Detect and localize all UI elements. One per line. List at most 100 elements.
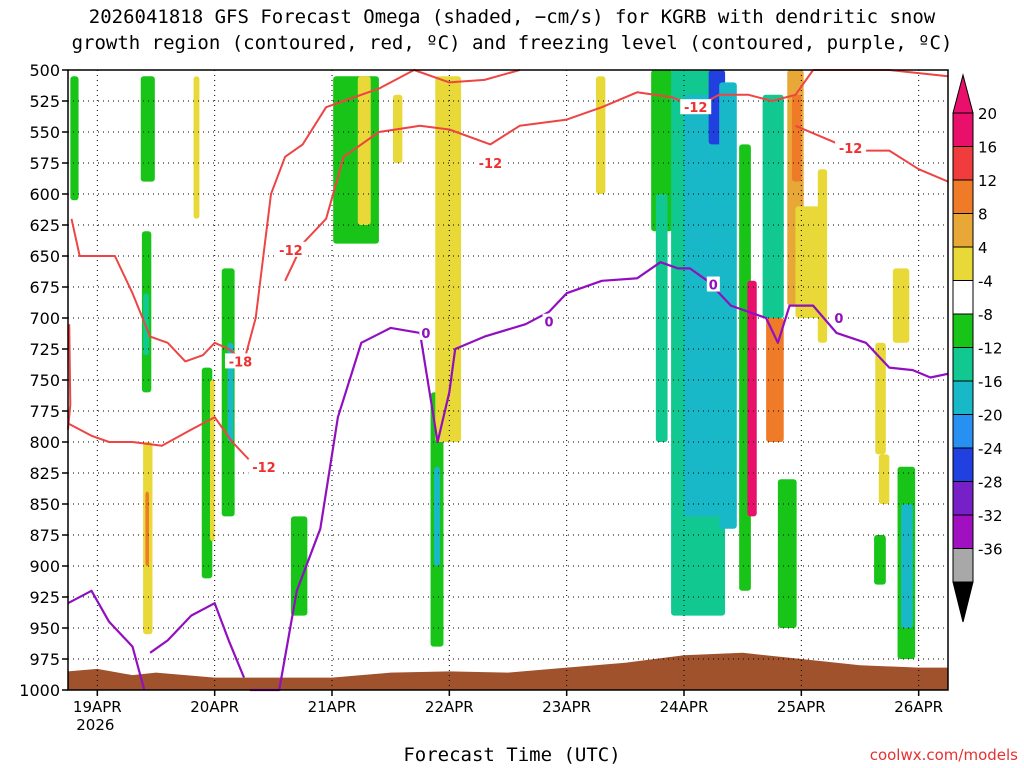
- colorbar-bottom-extend: [952, 581, 974, 623]
- omega-region-10: [209, 380, 215, 542]
- colorbar-label-0: 20: [978, 105, 997, 123]
- ytick-label-650: 650: [29, 247, 60, 266]
- colorbar-label-11: -28: [978, 474, 1003, 492]
- colorbar-label-1: 16: [978, 139, 997, 157]
- colorbar-label-4: 4: [978, 239, 988, 257]
- colorbar-segment-10: [952, 447, 974, 482]
- contour-label-bg-4: [680, 99, 712, 115]
- xtick-label-19APR: 19APR: [73, 698, 122, 716]
- chart-title-line1: 2026041818 GFS Forecast Omega (shaded, −…: [88, 6, 936, 28]
- omega-region-19: [651, 70, 673, 232]
- omega-region-37: [901, 504, 913, 628]
- contour-label-7: 0: [545, 316, 554, 331]
- omega-region-11: [290, 516, 308, 616]
- omega-region-27: [762, 94, 784, 318]
- ytick-label-575: 575: [29, 154, 60, 173]
- colorbar-segment-8: [952, 380, 974, 415]
- contour-label-bg-3: [474, 155, 506, 170]
- contour-label-6: 0: [421, 327, 430, 342]
- omega-region-30: [795, 206, 825, 318]
- colorbar-label-13: -36: [978, 541, 1003, 559]
- omega-region-35: [892, 268, 910, 343]
- omega-region-9: [193, 76, 200, 219]
- omega-region-33: [777, 479, 797, 628]
- contour-label-bg-6: [419, 324, 433, 340]
- dgz-contour-0: [67, 324, 72, 430]
- ytick-label-800: 800: [29, 433, 60, 452]
- ytick-label-775: 775: [29, 402, 60, 421]
- ytick-label-725: 725: [29, 340, 60, 359]
- freezing-level-contour-2: [249, 261, 949, 692]
- omega-region-13: [357, 76, 371, 225]
- omega-region-34: [875, 342, 886, 455]
- freezing-level-contour-1: [149, 602, 246, 679]
- site-credit: coolwx.com/models: [869, 746, 1018, 764]
- colorbar-label-3: 8: [978, 206, 988, 224]
- colorbar-segment-3: [952, 213, 974, 248]
- omega-region-18: [596, 76, 606, 194]
- ytick-label-875: 875: [29, 526, 60, 545]
- contour-label-bg-2: [248, 458, 280, 474]
- contour-label-bg-5: [835, 140, 867, 156]
- ytick-label-950: 950: [29, 619, 60, 638]
- surface-terrain-layer: [68, 652, 948, 690]
- ytick-label-600: 600: [29, 185, 60, 204]
- freezing-level-contour-0: [67, 589, 146, 691]
- ytick-label-850: 850: [29, 495, 60, 514]
- xtick-label-21APR: 21APR: [308, 698, 357, 716]
- xtick-label-22APR: 22APR: [425, 698, 474, 716]
- colorbar-label-6: -8: [978, 306, 993, 324]
- contour-label-bg-0: [275, 241, 307, 257]
- omega-region-5: [145, 491, 149, 566]
- colorbar-segment-9: [952, 414, 974, 449]
- contour-label-8: 0: [709, 279, 718, 294]
- omega-region-31: [817, 169, 828, 343]
- contour-label-bg-7: [542, 313, 556, 329]
- omega-region-39: [878, 454, 890, 504]
- contour-label-4: -12: [684, 101, 708, 116]
- colorbar-segment-13: [952, 548, 974, 583]
- dgz-contour-1: [67, 416, 268, 466]
- x-axis-label: Forecast Time (UTC): [403, 744, 621, 766]
- ytick-label-925: 925: [29, 588, 60, 607]
- grid-layer: [68, 70, 948, 690]
- xtick-label-24APR: 24APR: [660, 698, 709, 716]
- colorbar-segment-2: [952, 179, 974, 214]
- xtick-label-26APR: 26APR: [894, 698, 943, 716]
- dgz-contour-2: [70, 218, 245, 363]
- contour-label-bg-1: [224, 353, 256, 369]
- ytick-label-975: 975: [29, 650, 60, 669]
- colorbar-segment-7: [952, 347, 974, 382]
- omega-region-16: [434, 466, 440, 566]
- omega-region-1: [140, 76, 155, 182]
- colorbar-segment-6: [952, 313, 974, 348]
- ytick-label-625: 625: [29, 216, 60, 235]
- colorbar-segment-4: [952, 246, 974, 281]
- omega-region-0: [70, 76, 79, 201]
- omega-region-20: [655, 194, 668, 442]
- omega-region-32: [766, 318, 784, 442]
- omega-region-17: [435, 76, 462, 442]
- contour-label-2: -12: [252, 461, 276, 476]
- xtick-year: 2026: [76, 716, 114, 734]
- omega-region-26: [747, 280, 757, 517]
- colorbar-label-7: -12: [978, 340, 1003, 358]
- omega-region-29: [791, 94, 802, 182]
- colorbar-label-10: -24: [978, 440, 1003, 458]
- colorbar-segment-1: [952, 146, 974, 181]
- contour-label-5: -12: [839, 142, 863, 157]
- xtick-label-25APR: 25APR: [777, 698, 826, 716]
- omega-region-38: [874, 535, 886, 585]
- ytick-label-675: 675: [29, 278, 60, 297]
- colorbar-label-2: 12: [978, 172, 997, 190]
- colorbar-segment-11: [952, 481, 974, 516]
- ytick-label-825: 825: [29, 464, 60, 483]
- contour-label-bg-9: [832, 310, 846, 325]
- colorbar-label-9: -20: [978, 407, 1003, 425]
- chart-title-line2: growth region (contoured, red, ºC) and f…: [71, 32, 953, 54]
- ytick-label-900: 900: [29, 557, 60, 576]
- dgz-contour-4: [284, 69, 814, 282]
- contour-label-bg-8: [706, 276, 720, 292]
- contour-label-3: -12: [479, 157, 503, 172]
- ytick-label-525: 525: [29, 92, 60, 111]
